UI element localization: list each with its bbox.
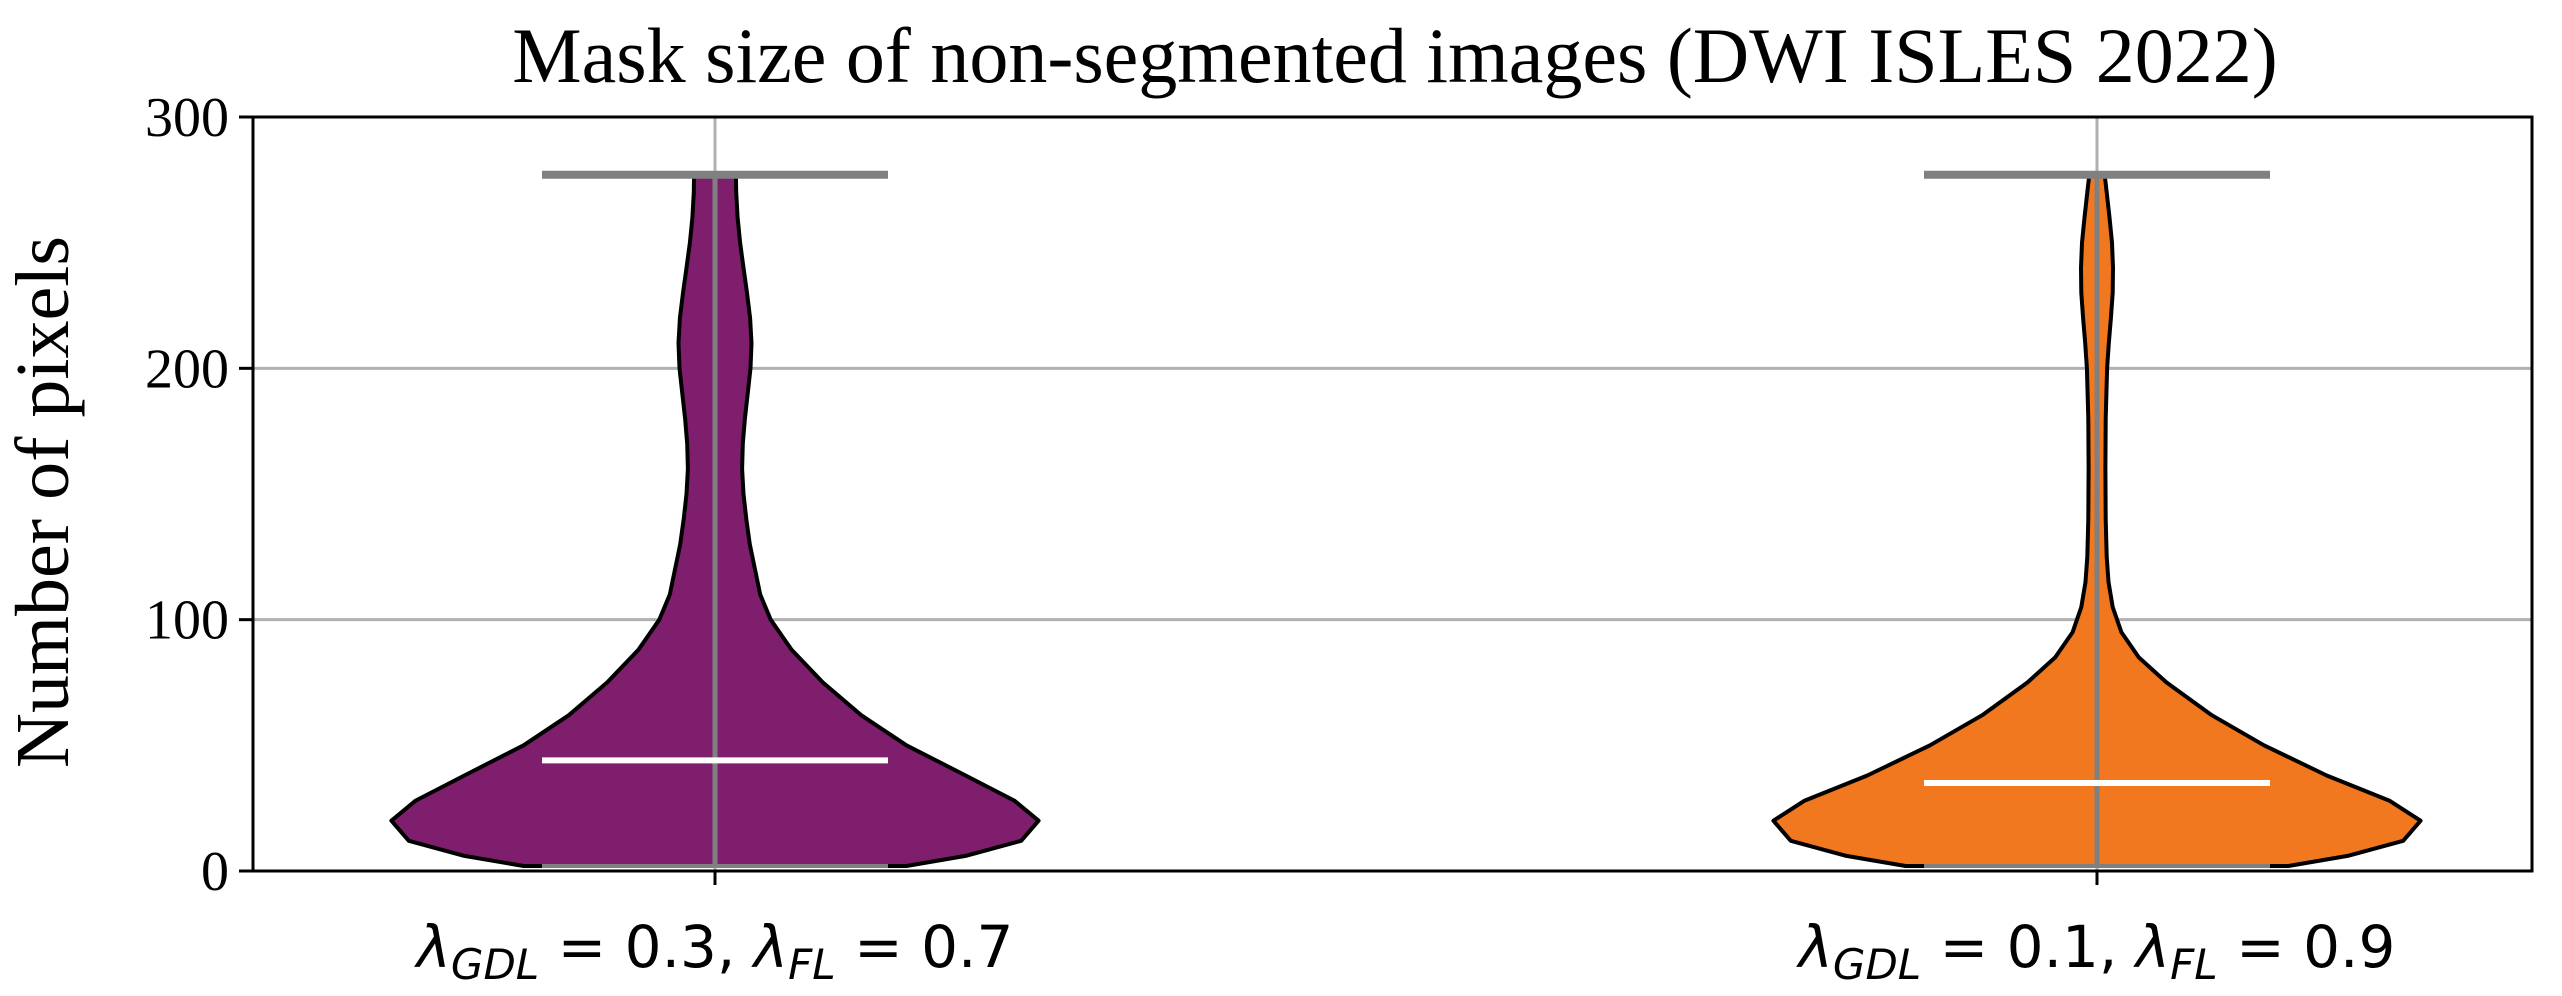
y-axis-ticks: 0 100 200 300 xyxy=(145,87,253,903)
x-label-subscript: FL xyxy=(788,940,836,989)
x-label-value: = 0.1, xyxy=(1921,913,2136,981)
y-tick-label: 0 xyxy=(201,841,229,903)
x-tick-label: λGDL = 0.1, λFL = 0.9 xyxy=(1796,913,2396,989)
x-label-symbol: λ xyxy=(414,913,451,981)
x-axis-ticks: λGDL = 0.3, λFL = 0.7 λGDL = 0.1, λFL = 0… xyxy=(414,871,2396,989)
y-tick-label: 300 xyxy=(145,87,229,149)
x-label-value: = 0.7 xyxy=(836,913,1014,981)
x-label-subscript: GDL xyxy=(1833,940,1921,989)
x-label-symbol: λ xyxy=(1796,913,1833,981)
plot-frame xyxy=(251,115,2534,873)
chart-title: Mask size of non-segmented images (DWI I… xyxy=(512,12,2277,99)
x-label-subscript: GDL xyxy=(451,940,539,989)
y-axis-label: Number of pixels xyxy=(1,236,85,768)
y-tick-label: 100 xyxy=(145,590,229,652)
y-tick-label: 200 xyxy=(145,338,229,400)
x-label-value: = 0.3, xyxy=(539,913,754,981)
x-label-symbol: λ xyxy=(751,913,788,981)
x-label-subscript: FL xyxy=(2170,940,2218,989)
violin-stat-lines xyxy=(542,170,2270,868)
x-label-value: = 0.9 xyxy=(2218,913,2396,981)
x-tick-label: λGDL = 0.3, λFL = 0.7 xyxy=(414,913,1014,989)
x-label-symbol: λ xyxy=(2133,913,2170,981)
